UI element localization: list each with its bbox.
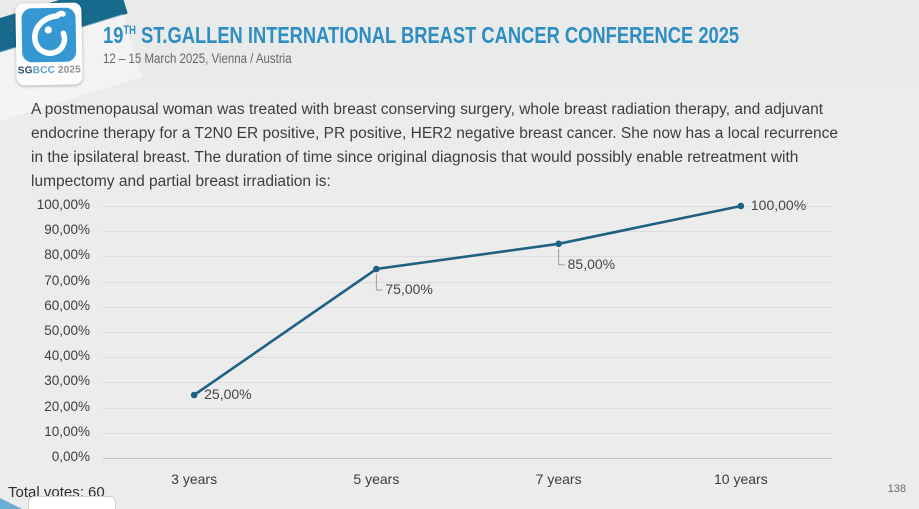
y-axis-label: 20,00% bbox=[44, 398, 90, 414]
sgbcc-breast-icon bbox=[21, 7, 77, 63]
data-point-label: 100,00% bbox=[750, 197, 807, 213]
y-axis-label: 10,00% bbox=[44, 423, 90, 439]
x-axis-label: 3 years bbox=[171, 471, 218, 487]
page-number: 138 bbox=[887, 483, 906, 495]
data-point-marker bbox=[190, 391, 198, 399]
y-axis-label: 80,00% bbox=[44, 247, 90, 263]
title-ordinal: TH bbox=[123, 23, 136, 37]
sgbcc-logo: SGBCC 2025 bbox=[15, 2, 83, 86]
y-axis-label: 70,00% bbox=[44, 272, 90, 288]
x-axis-label: 5 years bbox=[353, 471, 400, 487]
question-text: A postmenopausal woman was treated with … bbox=[31, 101, 838, 190]
data-point-label: 75,00% bbox=[385, 281, 433, 297]
y-axis-label: 0,00% bbox=[51, 449, 90, 464]
header-titles: 19TH ST.GALLEN INTERNATIONAL BREAST CANC… bbox=[103, 17, 919, 66]
chart-gridline bbox=[103, 332, 832, 333]
chart-gridline bbox=[103, 458, 832, 459]
chart-gridline bbox=[103, 357, 832, 359]
y-axis-label: 50,00% bbox=[44, 323, 90, 338]
title-rest: ST.GALLEN INTERNATIONAL BREAST CANCER CO… bbox=[135, 21, 740, 48]
chart-gridline bbox=[103, 407, 832, 409]
chart-line-svg bbox=[190, 202, 745, 399]
x-axis-label: 10 years bbox=[714, 471, 768, 487]
x-axis-label: 7 years bbox=[535, 471, 582, 487]
sgbcc-logo-text: SGBCC 2025 bbox=[16, 64, 82, 76]
y-axis-label: 60,00% bbox=[44, 297, 90, 313]
data-point-marker bbox=[737, 202, 745, 210]
label-leader-line bbox=[558, 248, 565, 266]
data-point-marker bbox=[373, 265, 380, 273]
chart-gridline bbox=[103, 432, 832, 434]
logo-bcc: BCC bbox=[32, 64, 56, 77]
chart-gridline bbox=[103, 206, 832, 207]
chart-gridline bbox=[103, 231, 832, 233]
conference-title: 19TH ST.GALLEN INTERNATIONAL BREAST CANC… bbox=[103, 17, 739, 48]
data-point-marker bbox=[555, 240, 562, 248]
header-band: SGBCC 2025 19TH ST.GALLEN INTERNATIONAL … bbox=[0, 0, 919, 124]
vote-line bbox=[193, 204, 742, 397]
y-axis-label: 100,00% bbox=[36, 197, 90, 212]
conference-dates: 12 – 15 March 2025, Vienna / Austria bbox=[103, 50, 292, 66]
corner-triangle bbox=[0, 498, 22, 509]
chart-gridline bbox=[103, 281, 832, 283]
y-axis-label: 90,00% bbox=[44, 222, 90, 238]
chart-gridline bbox=[103, 382, 832, 384]
data-point-label: 85,00% bbox=[567, 255, 616, 272]
logo-sg: SG bbox=[17, 65, 33, 77]
label-leader-line bbox=[375, 274, 383, 291]
title-number: 19 bbox=[103, 21, 124, 48]
y-axis-label: 30,00% bbox=[44, 373, 90, 389]
partial-logo-card bbox=[28, 496, 116, 509]
chart-gridline bbox=[103, 306, 832, 308]
logo-year: 2025 bbox=[54, 64, 82, 76]
data-point-label: 25,00% bbox=[204, 386, 252, 402]
vote-results-chart: 100,00% 90,00% 80,00% 70,00% 60,00% 50,00% 40,… bbox=[0, 195, 919, 495]
y-axis-label: 40,00% bbox=[44, 348, 90, 364]
